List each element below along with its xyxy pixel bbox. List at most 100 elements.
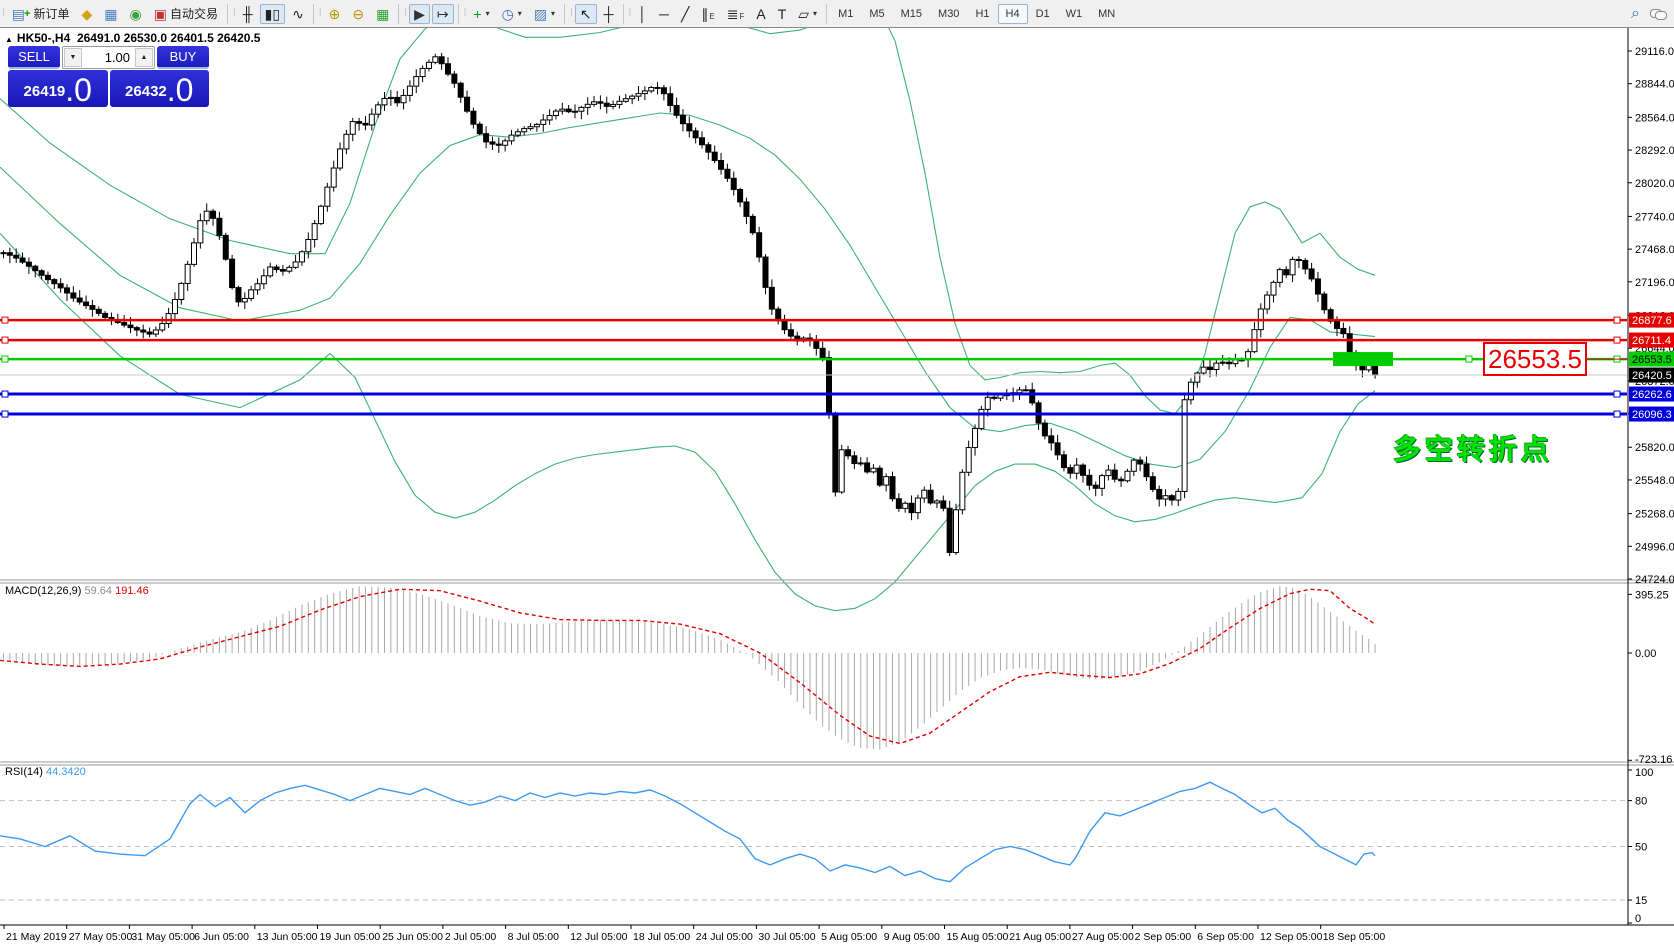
channel-button[interactable]: ∥ E [701, 5, 715, 22]
trendline-button[interactable]: ╱ [676, 4, 694, 24]
hline-handle[interactable] [1, 336, 9, 344]
fibonacci-button[interactable]: ≣ F [726, 5, 745, 22]
time-tick-label[interactable]: 31 May 05:00 [131, 931, 195, 943]
zoom-in-button[interactable]: ⊕ [324, 4, 346, 24]
buy-price-dec: .0 [166, 72, 194, 108]
timeframe-M5[interactable]: M5 [869, 7, 885, 20]
time-tick-label[interactable]: 27 May 05:00 [69, 931, 133, 943]
rsi-tick-label: 50 [1635, 842, 1647, 854]
price-tick-label: 25548.0 [1635, 475, 1674, 487]
eraser-button[interactable]: ◆ [76, 4, 97, 24]
rsi-tick-label: 80 [1635, 796, 1647, 808]
time-tick-label[interactable]: 2 Jul 05:00 [445, 931, 497, 943]
sell-price[interactable]: 26419.0 [8, 70, 108, 107]
price-tick-label: 27196.0 [1635, 277, 1674, 289]
time-tick-label[interactable]: 27 Aug 05:00 [1072, 931, 1134, 943]
rsi-tick-label: 100 [1635, 767, 1653, 779]
crosshair-button[interactable]: ┼ [599, 4, 619, 24]
timeframe-MN[interactable]: MN [1098, 7, 1116, 20]
buy-price[interactable]: 26432.0 [109, 70, 209, 108]
cursor-button[interactable]: ↖ [574, 3, 597, 24]
time-tick-label[interactable]: 13 Jun 05:00 [257, 931, 318, 943]
pivot-price-label[interactable]: 26553.5 [1483, 342, 1587, 376]
new-order-button[interactable]: ▤ + 新订单 [11, 5, 70, 22]
pivot-highlight-box[interactable] [1333, 352, 1393, 367]
time-tick-label[interactable]: 21 Aug 05:00 [1009, 931, 1071, 943]
timeframe-M30[interactable]: M30 [938, 7, 960, 20]
bar-chart-button[interactable]: ╫ [238, 4, 258, 24]
search-icon[interactable]: ⌕ [1631, 4, 1640, 22]
price-badge-26420.5 [1629, 367, 1674, 383]
tile-windows-button[interactable]: ▦ [371, 4, 394, 24]
hline-handle[interactable] [1, 390, 9, 398]
hline-button[interactable]: ─ [654, 4, 674, 24]
time-tick-label[interactable]: 12 Sep 05:00 [1260, 931, 1323, 943]
one-click-trading-panel: SELL ▼ 1.00 ▲ BUY 26419.0 26432.0 [8, 46, 209, 107]
timeframe-M15[interactable]: M15 [900, 7, 923, 20]
collapse-panel-icon[interactable]: ▲ [5, 35, 13, 44]
timeframe-W1[interactable]: W1 [1065, 7, 1083, 20]
hline-handle[interactable] [1465, 355, 1473, 363]
label-button[interactable]: T [773, 4, 792, 24]
vline-button[interactable]: │ [633, 4, 652, 24]
time-tick-label[interactable]: 6 Sep 05:00 [1197, 931, 1254, 943]
sell-button[interactable]: SELL [8, 46, 60, 69]
volume-down-button[interactable]: ▼ [64, 48, 82, 67]
line-chart-button[interactable]: ∿ [287, 4, 309, 24]
time-tick-label[interactable]: 30 Jul 05:00 [758, 931, 815, 943]
bar-chart-icon: ╫ [242, 5, 253, 22]
templates-button[interactable]: ▨ ▾ [529, 4, 560, 24]
volume-value[interactable]: 1.00 [104, 50, 130, 65]
time-tick-label[interactable]: 12 Jul 05:00 [570, 931, 627, 943]
signal-icon: ◉ [129, 5, 142, 22]
periods-button[interactable]: ◷ ▾ [497, 4, 527, 24]
auto-scroll-button[interactable]: ▶ [409, 3, 430, 24]
hline-handle[interactable] [1, 316, 9, 324]
time-tick-label[interactable]: 9 Aug 05:00 [884, 931, 940, 943]
timeframe-H1[interactable]: H1 [975, 7, 990, 20]
toolbar-separator [622, 3, 624, 24]
line-chart-icon: ∿ [292, 5, 304, 22]
macd-main-value: 59.64 [84, 585, 113, 597]
shapes-button[interactable]: ▱ ▾ [793, 4, 822, 24]
time-tick-label[interactable]: 24 Jul 05:00 [696, 931, 753, 943]
time-tick-label[interactable]: 6 Jun 05:00 [194, 931, 249, 943]
hline-handle[interactable] [1, 355, 9, 363]
hline-handle[interactable] [1613, 316, 1621, 324]
candlestick-button[interactable]: ▮▯ [259, 3, 286, 24]
indicators-button[interactable]: + ▾ [468, 4, 494, 24]
hline-handle[interactable] [1613, 390, 1621, 398]
time-tick-label[interactable]: 21 May 2019 [6, 931, 67, 943]
time-tick-label[interactable]: 25 Jun 05:00 [382, 931, 443, 943]
time-tick-label[interactable]: 18 Jul 05:00 [633, 931, 690, 943]
macd-tick-label: -723.16 [1635, 754, 1672, 766]
chart-canvas[interactable]: 29116.0 28844.0 28564.0 28292.0 28020.0 27740… [0, 28, 1674, 951]
time-tick-label[interactable]: 8 Jul 05:00 [508, 931, 560, 943]
time-tick-label[interactable]: 15 Aug 05:00 [947, 931, 1009, 943]
toolbar-separator [398, 3, 400, 24]
timeframe-M1[interactable]: M1 [838, 7, 854, 20]
timeframe-H4[interactable]: H4 [997, 3, 1028, 24]
chat-icon[interactable] [1650, 8, 1667, 20]
price-badge-26553.5 [1629, 351, 1674, 367]
autotrade-button[interactable]: ▣ 自动交易 [149, 2, 223, 25]
zoom-out-button[interactable]: ⊖ [347, 4, 369, 24]
time-tick-label[interactable]: 19 Jun 05:00 [320, 931, 381, 943]
chart-annotation-text[interactable]: 多空转折点 [1393, 434, 1554, 465]
hline-handle[interactable] [1613, 336, 1621, 344]
price-badge-label: 26553.5 [1632, 354, 1672, 366]
toolbar-grip: ⁞ [463, 8, 467, 19]
text-button[interactable]: A [751, 4, 770, 24]
hline-handle[interactable] [1613, 410, 1621, 418]
hline-handle[interactable] [1, 410, 9, 418]
time-tick-label[interactable]: 18 Sep 05:00 [1323, 931, 1386, 943]
chart-shift-button[interactable]: ↦ [431, 3, 454, 24]
time-tick-label[interactable]: 2 Sep 05:00 [1135, 931, 1192, 943]
market-window-button[interactable]: ▦ [99, 4, 122, 24]
timeframe-D1[interactable]: D1 [1035, 7, 1050, 20]
signal-button[interactable]: ◉ [124, 4, 146, 24]
volume-up-button[interactable]: ▲ [135, 48, 153, 67]
buy-button[interactable]: BUY [157, 46, 209, 69]
time-tick-label[interactable]: 5 Aug 05:00 [821, 931, 877, 943]
toolbar-group-orders: ⁞ ▤ + 新订单 ◆ ▦ ◉ ▣ 自动交易 [0, 1, 224, 27]
